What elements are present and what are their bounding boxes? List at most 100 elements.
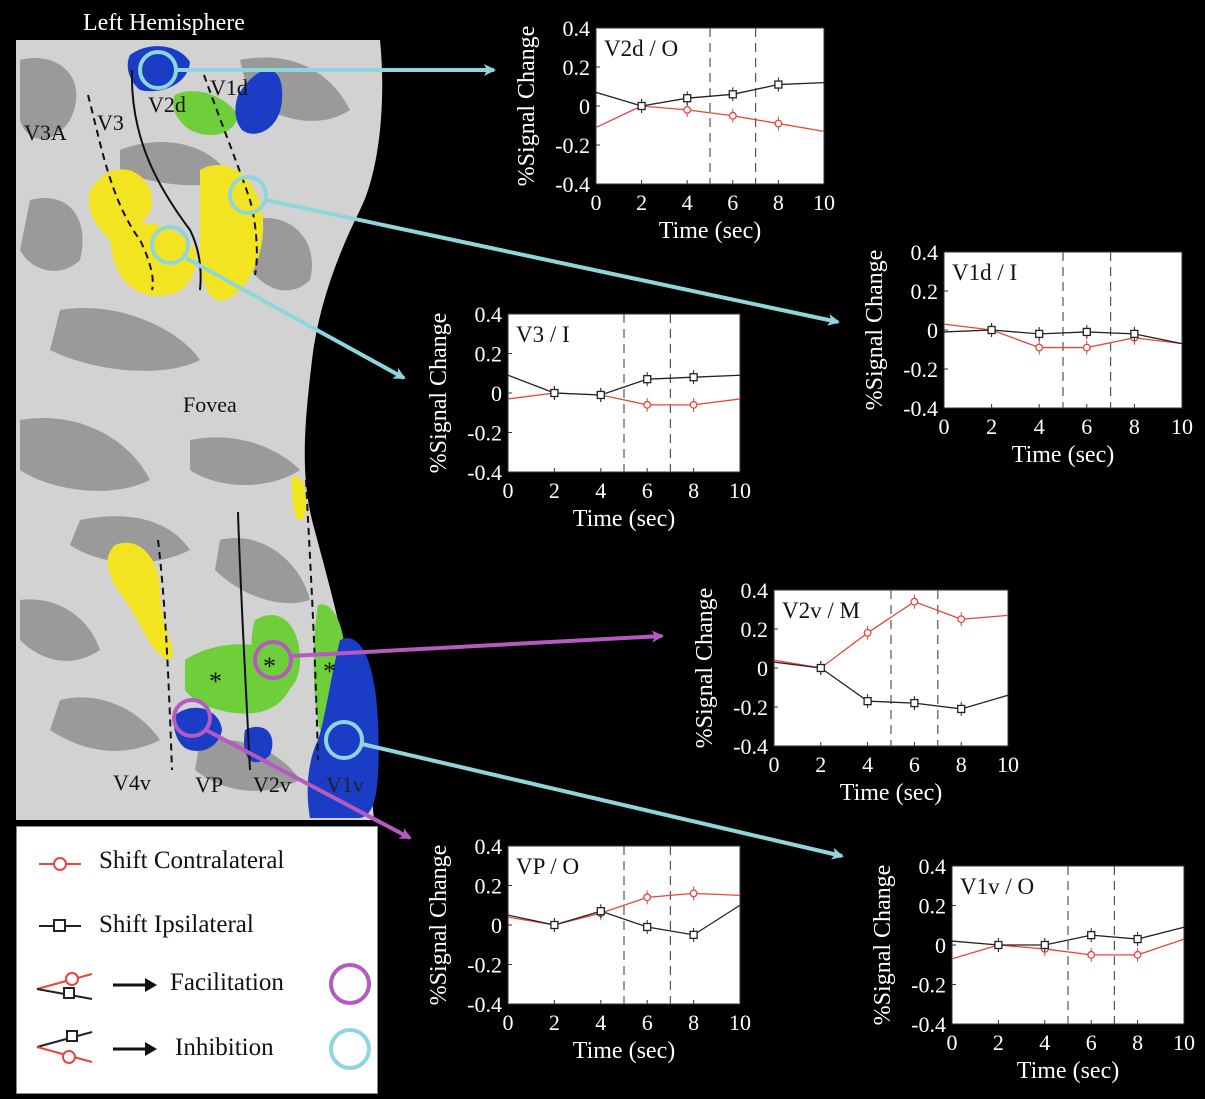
y-tick-label: 0.4 [911, 240, 939, 265]
brain-title: Left Hemisphere [83, 10, 245, 36]
chart-svg: 0 2 4 6 8 10 0.4 0.2 0 -0.2 -0.4 Time (sec) %Signal … [862, 240, 1193, 468]
label-v1d: V1d [210, 75, 248, 100]
y-tick-label: -0.4 [467, 992, 502, 1017]
arrow-vp [205, 728, 412, 840]
chart-v2d: 0 2 4 6 8 10 0.4 0.2 0 -0.2 -0.4 Time (sec) %Signal … [506, 16, 844, 259]
y-tick-label: 0 [491, 381, 502, 406]
y-tick-label: 0.2 [919, 894, 947, 919]
label-fovea: Fovea [183, 392, 237, 417]
chart-vp: 0 2 4 6 8 10 0.4 0.2 0 -0.2 -0.4 Time (sec) %Signal … [418, 834, 760, 1079]
x-tick-label: 6 [642, 1010, 653, 1035]
y-tick-label: -0.4 [911, 1012, 946, 1037]
data-point-ipsilateral [1082, 327, 1091, 337]
x-tick-label: 2 [549, 1010, 560, 1035]
data-point-contralateral [643, 893, 652, 902]
y-tick-label: -0.2 [903, 357, 938, 382]
label-v1v: V1v [326, 772, 364, 797]
y-axis-label: %Signal Change [870, 865, 896, 1026]
legend-arrow-icon [113, 1042, 157, 1056]
data-point-ipsilateral [1040, 940, 1049, 950]
data-point-ipsilateral [774, 80, 783, 89]
data-point-ipsilateral [863, 697, 872, 706]
series-line-contralateral [943, 323, 1183, 349]
series-line-ipsilateral [951, 926, 1185, 946]
data-point-ipsilateral [957, 704, 966, 714]
y-tick-label: 0.2 [911, 279, 939, 304]
label-v2d: V2d [148, 92, 186, 117]
label-v4v: V4v [113, 770, 151, 795]
x-tick-label: 6 [642, 478, 653, 503]
data-point-ipsilateral [816, 663, 825, 673]
yellow-regions [88, 164, 307, 660]
label-v3a: V3A [24, 120, 67, 145]
y-tick-label: -0.2 [733, 695, 768, 720]
x-tick-label: 2 [815, 752, 826, 777]
data-point-ipsilateral [637, 101, 646, 111]
y-axis-label: %Signal Change [426, 313, 452, 474]
legend: Shift Contralateral Shift Ipsilateral Fa… [16, 826, 378, 1094]
series-line-ipsilateral [507, 374, 741, 396]
x-tick-label: 2 [549, 478, 560, 503]
x-tick-label: 8 [1129, 414, 1140, 439]
y-tick-label: 0 [757, 656, 768, 681]
data-point-ipsilateral [683, 94, 692, 103]
data-point-ipsilateral [550, 920, 559, 930]
chart-svg: 0 2 4 6 8 10 0.4 0.2 0 -0.2 -0.4 Time (sec) %Signal … [692, 578, 1019, 806]
label-vp: VP [195, 772, 223, 797]
x-tick-label: 0 [591, 190, 602, 215]
arrow-v2v [290, 630, 664, 658]
x-tick-label: 10 [997, 752, 1019, 777]
y-tick-label: -0.4 [733, 734, 768, 759]
series-line-contralateral [951, 938, 1185, 960]
x-tick-label: 2 [993, 1030, 1004, 1055]
y-tick-label: -0.2 [555, 133, 590, 158]
x-tick-label: 0 [947, 1030, 958, 1055]
x-tick-label: 4 [595, 1010, 606, 1035]
y-tick-label: 0 [935, 933, 946, 958]
x-axis-label: Time (sec) [573, 1038, 675, 1064]
data-point-ipsilateral [994, 940, 1003, 950]
data-point-ipsilateral [596, 907, 605, 916]
x-tick-label: 8 [1132, 1030, 1143, 1055]
data-point-contralateral [1087, 950, 1096, 959]
x-tick-label: 6 [1081, 414, 1092, 439]
data-point-ipsilateral [1035, 329, 1044, 339]
legend-inhibition-label: Inhibition [175, 1034, 274, 1061]
data-point-contralateral [910, 597, 919, 606]
data-point-ipsilateral [643, 375, 652, 384]
chart-v1v: 0 2 4 6 8 10 0.4 0.2 0 -0.2 -0.4 Time (sec) %Signal … [862, 854, 1204, 1099]
x-axis-label: Time (sec) [840, 780, 942, 806]
arrow-v1d [265, 198, 840, 326]
x-axis-label: Time (sec) [1012, 442, 1114, 468]
legend-ipsilateral-label: Shift Ipsilateral [99, 911, 254, 938]
y-tick-label: 0.4 [563, 16, 591, 41]
data-point-ipsilateral [596, 390, 605, 400]
x-tick-label: 10 [1173, 1030, 1195, 1055]
data-point-ipsilateral [1133, 934, 1142, 944]
y-axis-label: %Signal Change [514, 26, 540, 187]
data-point-contralateral [1133, 950, 1142, 959]
y-tick-label: -0.2 [467, 421, 502, 446]
x-tick-label: 10 [729, 1010, 751, 1035]
inhibition-circle-icon [329, 1028, 371, 1070]
facilitation-circle-icon [329, 963, 371, 1005]
roi-v2v-circle [253, 640, 293, 680]
y-tick-label: 0 [579, 94, 590, 119]
x-axis-label: Time (sec) [573, 506, 675, 532]
x-tick-label: 6 [727, 190, 738, 215]
roi-v1d-circle [228, 175, 268, 215]
y-tick-label: 0.2 [475, 342, 503, 367]
x-tick-label: 0 [939, 414, 950, 439]
data-point-contralateral [863, 628, 872, 637]
chart-title: V1v / O [960, 874, 1034, 899]
roi-v1v-circle [324, 720, 364, 760]
y-tick-label: 0.2 [563, 55, 591, 80]
data-point-contralateral [1082, 343, 1091, 352]
y-tick-label: -0.4 [903, 396, 938, 421]
data-point-ipsilateral [689, 373, 698, 382]
x-tick-label: 4 [862, 752, 873, 777]
y-axis-label: %Signal Change [426, 845, 452, 1006]
x-tick-label: 8 [956, 752, 967, 777]
y-tick-label: 0 [927, 318, 938, 343]
